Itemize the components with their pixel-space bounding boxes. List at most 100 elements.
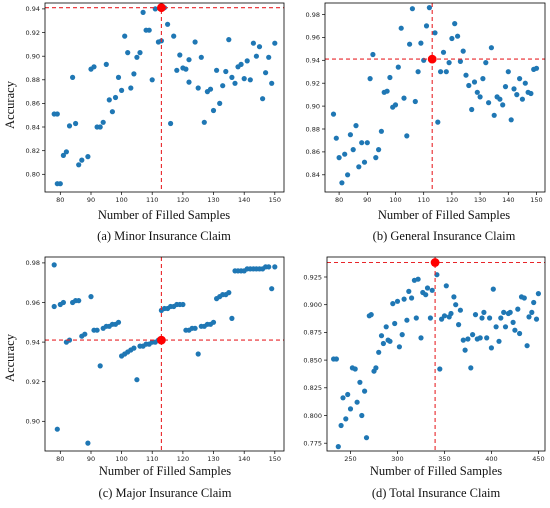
y-tick-label-general-7: 0.98 (306, 11, 320, 19)
point-minor-41 (177, 52, 183, 58)
point-total-87 (535, 291, 542, 297)
point-minor-62 (241, 76, 247, 82)
point-general-72 (533, 65, 540, 71)
point-minor-69 (263, 70, 269, 76)
highlight-point-major (157, 335, 166, 345)
point-major-71 (266, 264, 272, 270)
x-tick-label-minor-100: 100 (115, 196, 127, 204)
point-total-69 (493, 324, 499, 330)
point-general-30 (415, 69, 421, 75)
point-total-84 (529, 309, 535, 315)
point-total-58 (468, 365, 474, 371)
point-total-6 (345, 391, 351, 398)
point-total-70 (496, 338, 502, 344)
point-total-5 (343, 416, 349, 422)
point-minor-53 (214, 67, 220, 73)
point-general-22 (392, 102, 399, 108)
point-general-70 (528, 90, 534, 97)
point-total-12 (359, 412, 365, 419)
point-minor-19 (109, 109, 115, 115)
x-tick-label-total-400: 400 (485, 455, 497, 463)
point-minor-59 (232, 80, 238, 86)
point-general-3 (339, 180, 345, 186)
point-general-65 (514, 92, 520, 98)
point-minor-4 (60, 152, 66, 158)
x-tick-label-major-80: 80 (56, 455, 64, 463)
x-tick-label-minor-150: 150 (269, 196, 281, 204)
point-total-3 (338, 422, 344, 429)
y-tick-label-minor-6: 0.92 (26, 29, 40, 37)
point-general-38 (438, 69, 444, 75)
point-total-18 (373, 365, 379, 371)
point-general-32 (421, 57, 427, 63)
x-tick-label-general-140: 140 (502, 196, 514, 204)
point-minor-10 (79, 157, 85, 163)
y-tick-label-total-6: 0.925 (303, 273, 322, 281)
y-tick-label-major-3: 0.96 (26, 299, 40, 307)
point-minor-38 (168, 120, 174, 127)
point-total-82 (524, 343, 530, 349)
x-tick-label-major-100: 100 (115, 455, 127, 463)
point-general-61 (502, 84, 509, 90)
point-major-0 (51, 303, 57, 310)
point-total-10 (354, 399, 360, 405)
x-tick-label-total-300: 300 (391, 455, 403, 463)
x-tick-label-total-250: 250 (344, 455, 356, 463)
points-general (325, 3, 545, 192)
point-general-31 (418, 40, 424, 46)
point-general-62 (505, 69, 511, 75)
ticks-general: 80 90 100 110 120 130 140 150 0.84 0.86 0.88 0.90 0.… (306, 2, 546, 204)
point-general-64 (511, 86, 517, 92)
point-minor-8 (73, 120, 79, 127)
point-total-64 (481, 309, 487, 315)
plot-frame-major (44, 256, 285, 452)
x-tick-label-minor-80: 80 (56, 196, 64, 204)
y-tick-label-minor-3: 0.86 (26, 100, 40, 108)
y-tick-label-minor-2: 0.84 (26, 123, 40, 131)
point-general-7 (350, 147, 356, 153)
point-total-13 (362, 388, 368, 394)
point-minor-67 (256, 44, 263, 50)
point-general-1 (333, 135, 339, 141)
point-total-86 (533, 316, 540, 322)
point-total-81 (521, 295, 527, 301)
point-major-16 (97, 363, 103, 369)
point-minor-55 (220, 83, 226, 89)
y-tick-label-total-3: 0.850 (303, 356, 322, 364)
point-minor-46 (192, 39, 198, 45)
x-tick-label-general-90: 90 (363, 196, 371, 204)
point-general-14 (370, 51, 376, 58)
panel-major-insurance-claim: 80 90 100 110 120 130 140 150 0.90 0.92 0.94 0.96 0.… (3, 256, 285, 500)
x-tick-label-major-90: 90 (87, 455, 95, 463)
point-general-50 (471, 79, 478, 85)
point-total-45 (437, 366, 443, 372)
point-major-1 (51, 262, 57, 268)
y-tick-label-major-4: 0.98 (26, 259, 40, 267)
point-total-75 (507, 309, 513, 315)
point-minor-63 (244, 58, 250, 64)
y-tick-label-minor-5: 0.90 (26, 53, 40, 61)
point-general-13 (367, 76, 373, 82)
point-minor-65 (250, 40, 256, 46)
point-general-19 (384, 88, 390, 94)
point-minor-20 (112, 94, 119, 101)
point-total-54 (457, 307, 463, 313)
point-total-59 (470, 332, 476, 338)
point-minor-44 (186, 57, 192, 63)
point-total-40 (424, 285, 431, 291)
point-major-2 (54, 426, 60, 432)
point-general-27 (407, 41, 413, 47)
point-minor-39 (171, 33, 177, 39)
point-total-79 (517, 330, 523, 337)
point-total-51 (451, 294, 457, 300)
point-minor-61 (238, 61, 244, 67)
point-minor-25 (128, 85, 134, 91)
point-general-8 (353, 123, 359, 129)
point-total-42 (429, 287, 435, 293)
point-total-35 (413, 315, 419, 321)
point-general-55 (486, 100, 492, 106)
point-total-47 (441, 313, 448, 319)
panel-general-insurance-claim: 80 90 100 110 120 130 140 150 0.84 0.86 0.88 0.90 0.… (306, 2, 546, 243)
point-minor-37 (165, 21, 171, 27)
